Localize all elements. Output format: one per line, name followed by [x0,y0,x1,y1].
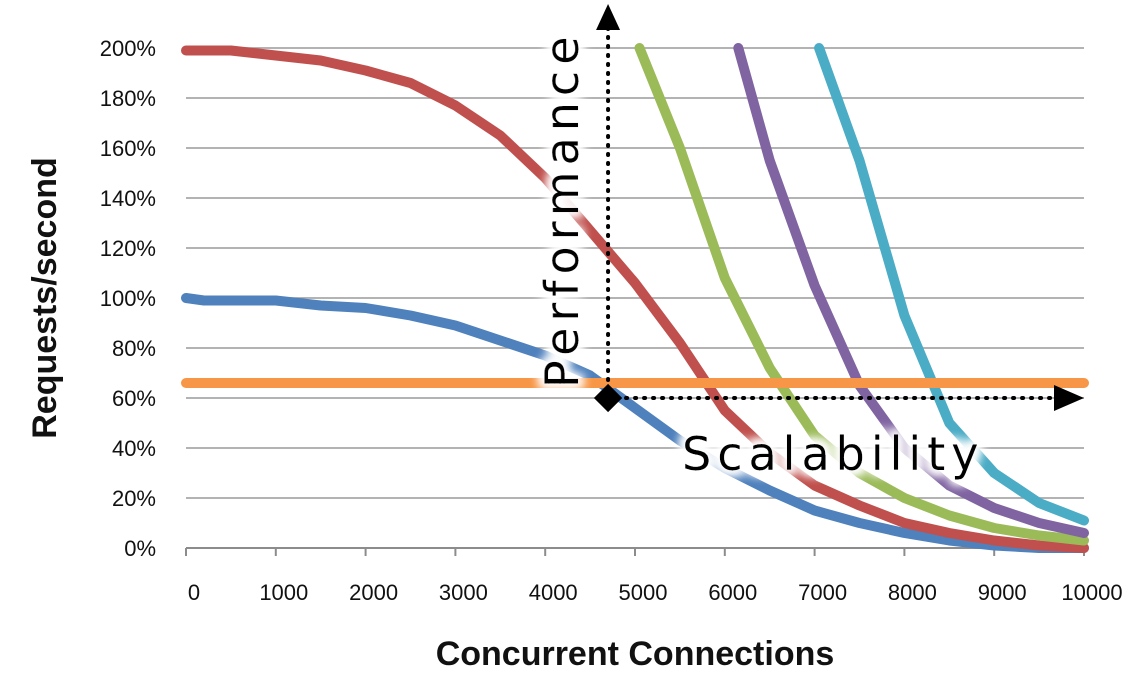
y-tick-label: 0% [124,536,156,561]
x-tick-label: 4000 [529,580,578,605]
y-tick-labels: 0% 20% 40% 60% 80% 100% 120% 140% 160% 180% 200% [100,36,156,561]
y-tick-label: 140% [100,186,156,211]
performance-arrowhead [596,4,621,30]
x-tick-label: 2000 [349,580,398,605]
y-tick-label: 120% [100,236,156,261]
x-tick-label: 3000 [439,580,488,605]
x-tick-label: 7000 [798,580,847,605]
series-line-3 [634,43,1089,546]
y-tick-label: 200% [100,36,156,61]
performance-label: Performance [535,31,589,389]
series-lines [181,43,1089,553]
x-axis-title: Concurrent Connections [436,635,835,673]
y-axis-title: Requests/second [26,157,64,439]
y-tick-label: 180% [100,86,156,111]
scalability-label: Scalability [682,427,984,481]
y-tick-label: 100% [100,286,156,311]
annotations: Performance Scalability [535,4,1084,481]
scalability-arrowhead [1054,385,1084,411]
y-tick-label: 160% [100,136,156,161]
x-tick-label: 1000 [259,580,308,605]
x-tick-label: 5000 [619,580,668,605]
x-tick-label: 10000 [1061,580,1122,605]
x-tick-label: 9000 [978,580,1027,605]
series-line-2 [181,45,1089,553]
operating-point-marker [593,383,623,413]
x-tick-label: 8000 [888,580,937,605]
x-tick-labels: 0 1000 2000 3000 4000 5000 6000 7000 8000 9000 100… [188,580,1123,605]
x-tick-label: 0 [188,580,200,605]
y-tick-label: 20% [112,486,156,511]
y-tick-label: 40% [112,436,156,461]
x-tick-label: 6000 [708,580,757,605]
series-line-5 [814,43,1089,526]
gridlines [185,47,1085,556]
series-line-4 [733,43,1089,538]
y-tick-label: 80% [112,336,156,361]
y-tick-label: 60% [112,386,156,411]
